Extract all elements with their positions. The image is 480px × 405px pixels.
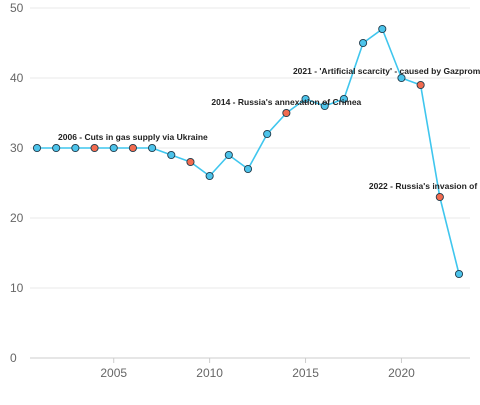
y-tick-label: 20 xyxy=(10,211,24,225)
data-point[interactable] xyxy=(263,129,272,139)
annotation-layer: 2006 - Cuts in gas supply via Ukraine 201… xyxy=(58,66,480,191)
data-point[interactable] xyxy=(339,94,348,104)
data-point[interactable] xyxy=(71,143,80,153)
point-layer xyxy=(32,24,464,279)
data-point[interactable] xyxy=(454,269,464,279)
x-tick-label: 2005 xyxy=(100,366,127,380)
data-point[interactable] xyxy=(167,150,176,160)
data-point[interactable] xyxy=(224,150,233,160)
data-point[interactable] xyxy=(109,143,118,153)
data-point[interactable] xyxy=(397,73,406,83)
y-tick-label: 10 xyxy=(10,281,24,295)
data-point-highlighted[interactable] xyxy=(435,192,444,202)
annotation-label: 2022 - Russia's invasion of Ukraine xyxy=(369,181,480,191)
y-tick-label: 30 xyxy=(10,141,24,155)
data-point[interactable] xyxy=(148,143,157,153)
annotation-label: 2021 - 'Artificial scarcity' - caused by… xyxy=(293,66,480,76)
data-point-highlighted[interactable] xyxy=(90,143,99,153)
annotation-label: 2014 - Russia's annexation of Crimea xyxy=(211,97,361,107)
y-tick-label: 50 xyxy=(10,1,24,15)
data-point[interactable] xyxy=(320,101,329,111)
data-point[interactable] xyxy=(32,143,42,153)
data-point-highlighted[interactable] xyxy=(128,143,137,153)
data-point[interactable] xyxy=(243,164,253,174)
axis-layer: 0 10 20 30 40 50 2005 2010 2015 2020 xyxy=(10,1,470,380)
data-point[interactable] xyxy=(205,171,214,181)
data-point[interactable] xyxy=(378,24,387,34)
data-point-highlighted[interactable] xyxy=(282,108,291,118)
x-tick-label: 2015 xyxy=(292,366,319,380)
annotation-label: 2006 - Cuts in gas supply via Ukraine xyxy=(58,132,208,142)
y-tick-label: 0 xyxy=(10,351,17,365)
data-point[interactable] xyxy=(301,94,310,104)
x-tick-label: 2020 xyxy=(388,366,415,380)
x-tick-label: 2010 xyxy=(196,366,223,380)
y-tick-label: 40 xyxy=(10,71,24,85)
data-point-highlighted[interactable] xyxy=(186,157,195,167)
data-point[interactable] xyxy=(359,38,368,48)
data-point-highlighted[interactable] xyxy=(416,80,425,90)
data-point[interactable] xyxy=(52,143,61,153)
